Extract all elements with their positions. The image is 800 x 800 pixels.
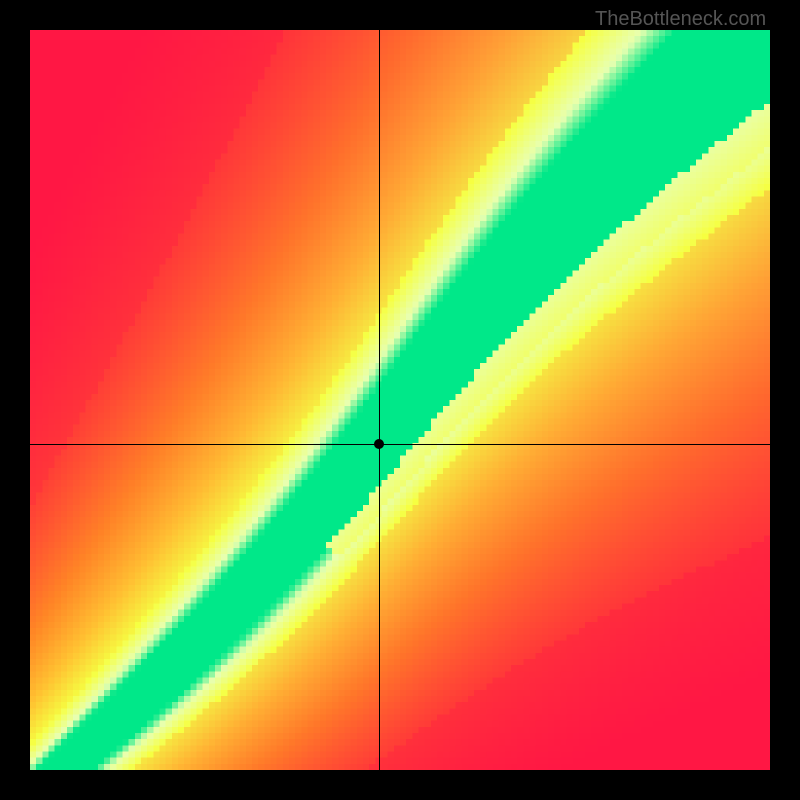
watermark: TheBottleneck.com [595,8,766,31]
heatmap-canvas [30,30,770,770]
crosshair-horizontal [30,444,770,445]
crosshair-marker [374,439,384,449]
crosshair-vertical [379,30,380,770]
heatmap-plot [30,30,770,770]
